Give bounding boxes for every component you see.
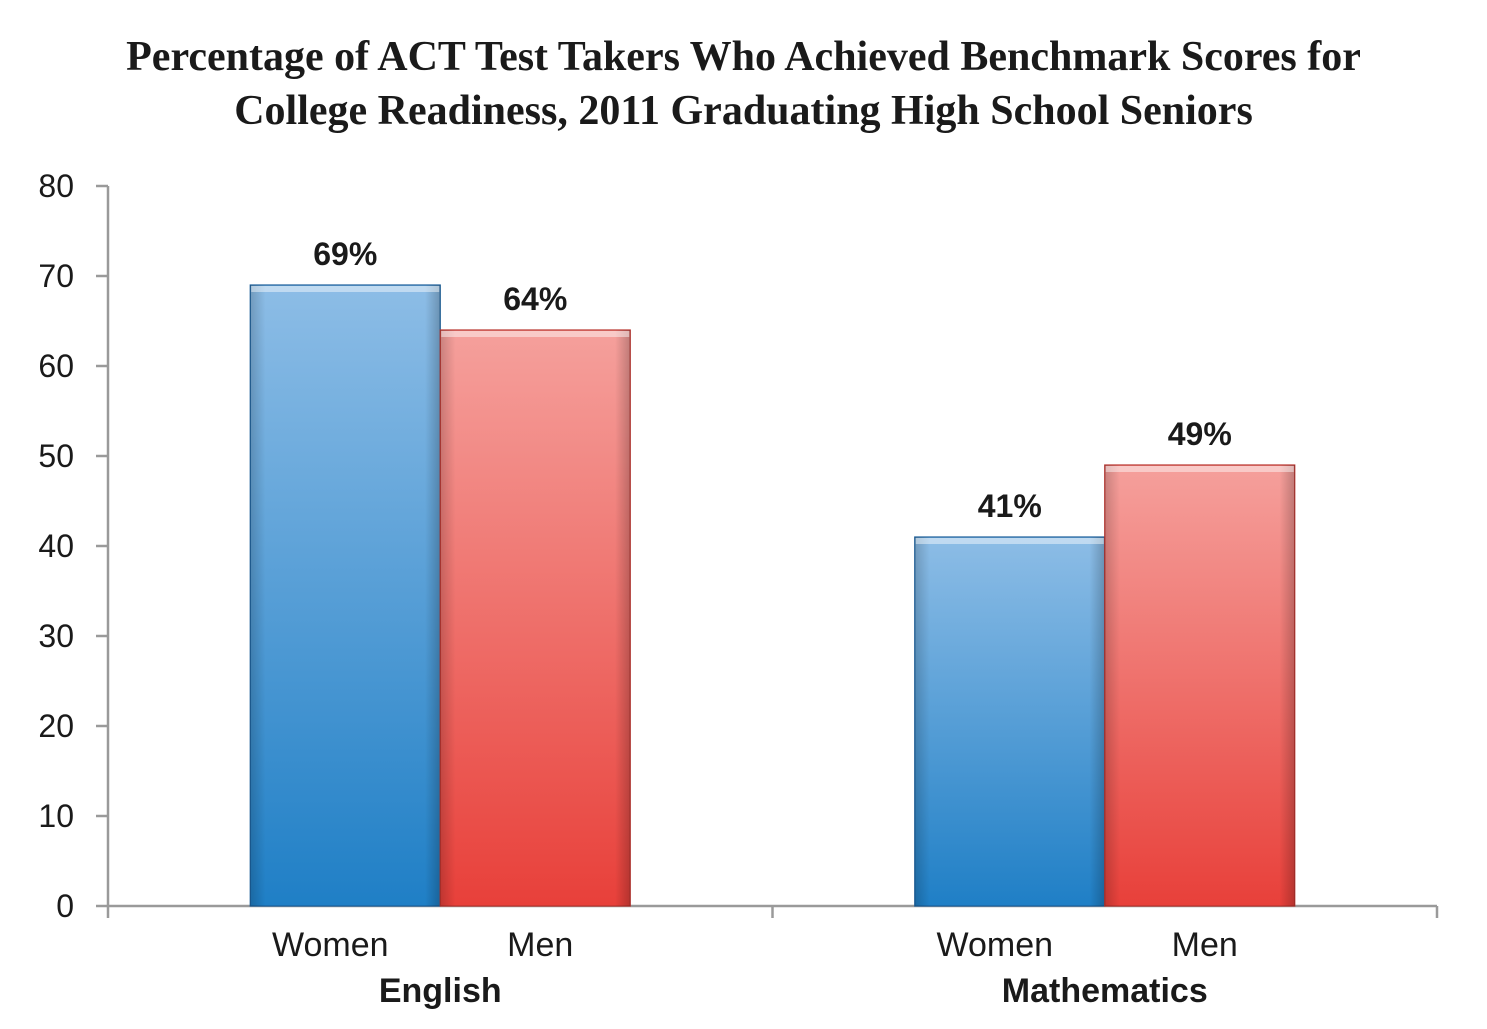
x-category-label: Women (272, 926, 389, 964)
y-tick-label: 70 (38, 258, 74, 294)
chart-title-line-1: Percentage of ACT Test Takers Who Achiev… (126, 34, 1361, 80)
y-tick-label: 80 (38, 168, 74, 204)
bar-highlight (251, 286, 440, 292)
bar-shade (1104, 465, 1295, 906)
bar-mathematics-women (914, 536, 1106, 907)
y-tick-label: 50 (38, 438, 74, 474)
bars (249, 284, 1296, 907)
x-category-label: Men (507, 926, 573, 964)
data-label: 49% (1168, 416, 1232, 452)
x-group-label: Mathematics (1002, 972, 1208, 1010)
y-tick-label: 10 (38, 798, 74, 834)
x-category-label: Men (1172, 926, 1238, 964)
x-group-label: English (379, 972, 502, 1010)
chart-title: Percentage of ACT Test Takers Who Achiev… (0, 30, 1487, 138)
chart-title-line-2: College Readiness, 2011 Graduating High … (234, 88, 1253, 134)
bar-english-men (439, 329, 631, 907)
data-label: 41% (978, 488, 1042, 524)
bar-shade (250, 285, 441, 906)
bar-english-women (249, 284, 441, 907)
x-axis (106, 904, 1439, 918)
bar-shade (440, 330, 631, 906)
y-tick-label: 20 (38, 708, 74, 744)
y-tick-label: 30 (38, 618, 74, 654)
bar-mathematics-men (1104, 464, 1296, 907)
labels: 69%Women64%MenEnglish41%Women49%MenMathe… (272, 236, 1238, 1010)
y-tick-label: 60 (38, 348, 74, 384)
y-tick-label: 0 (56, 888, 74, 924)
y-tick-label: 40 (38, 528, 74, 564)
data-label: 64% (503, 281, 567, 317)
x-category-label: Women (936, 926, 1053, 964)
bar-highlight (915, 538, 1104, 544)
y-axis: 0 10 20 30 40 50 60 70 80 (38, 168, 110, 924)
bar-highlight (441, 331, 630, 337)
bar-shade (914, 537, 1105, 906)
data-label: 69% (313, 236, 377, 272)
bar-highlight (1105, 466, 1294, 472)
